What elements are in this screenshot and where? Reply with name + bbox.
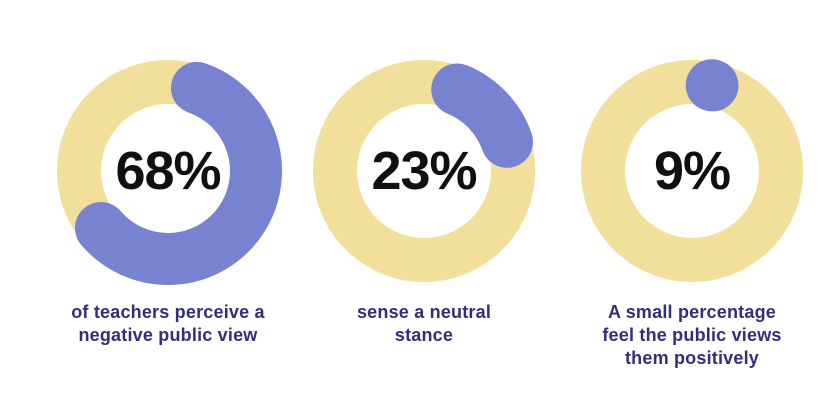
caption-line: feel the public views: [602, 325, 782, 345]
donut-ring-svg: [57, 60, 282, 285]
donut-chart-positive-view: 9% A small percentage feel the public vie…: [567, 56, 817, 370]
caption-line: negative public view: [78, 325, 258, 345]
donut-chart-neutral-stance: 23% sense a neutral stance: [299, 56, 549, 347]
donut-graphic: 68%: [53, 56, 283, 286]
caption-line: them positively: [624, 348, 760, 368]
chart-caption: A small percentage feel the public views t…: [602, 301, 781, 370]
donut-graphic: 23%: [309, 56, 539, 286]
donut-progress-arc: [74, 61, 282, 285]
donut-progress-arc: [431, 63, 534, 168]
donut-track: [581, 60, 803, 282]
donut-graphic: 9%: [577, 56, 807, 286]
caption-line: A small percentage: [607, 302, 776, 322]
chart-caption: of teachers perceive a negative public vi…: [71, 301, 265, 347]
donut-ring-svg: [313, 60, 535, 282]
donut-chart-negative-view: 68% of teachers perceive a negative publi…: [43, 56, 293, 347]
donut-track: [313, 60, 535, 282]
caption-line: sense a neutral: [356, 302, 492, 322]
donut-ring-svg: [581, 59, 803, 282]
chart-caption: sense a neutral stance: [357, 301, 491, 347]
caption-line: of teachers perceive a: [71, 302, 265, 322]
caption-line: stance: [394, 325, 454, 345]
